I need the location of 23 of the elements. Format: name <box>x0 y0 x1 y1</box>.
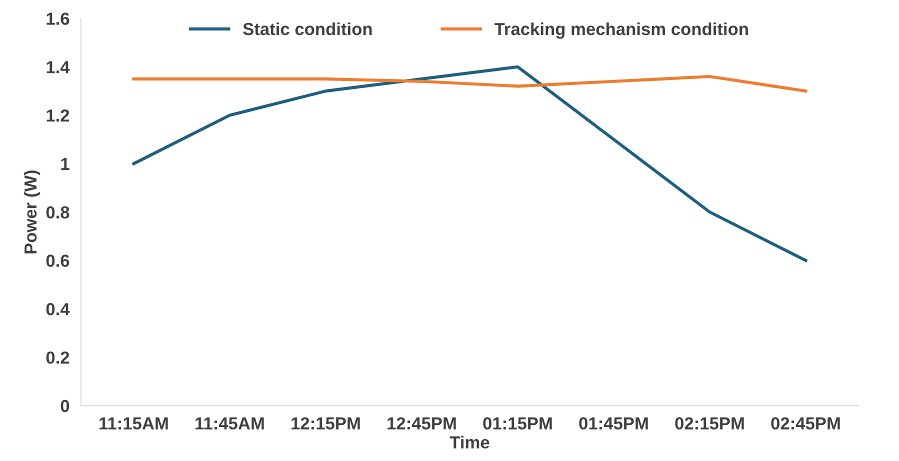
x-tick-label: 02:45PM <box>771 417 840 430</box>
legend-label: Tracking mechanism condition <box>494 22 748 39</box>
line-series <box>132 74 808 93</box>
y-axis-title: Power (W) <box>24 170 40 254</box>
y-tick-label: 0.8 <box>46 206 70 219</box>
y-tick-label: 1 <box>61 158 70 170</box>
x-tick-label: 01:45PM <box>579 417 648 430</box>
y-tick-label: 0 <box>60 400 70 412</box>
y-tick-label: 1.2 <box>46 109 70 122</box>
y-tick-label: 0.2 <box>46 351 70 364</box>
y-tick-label: 1.6 <box>46 12 70 25</box>
x-tick-label: 12:45PM <box>388 417 456 430</box>
legend-label: Static condition <box>243 22 372 36</box>
x-tick-label: 11:15AM <box>100 417 168 430</box>
x-axis-title: Time <box>450 436 490 449</box>
y-tick-label: 0.6 <box>46 254 70 267</box>
y-tick-label: 1.4 <box>46 61 70 74</box>
x-tick-label: 01:15PM <box>483 417 552 430</box>
y-tick-label: 0.4 <box>46 303 70 316</box>
x-tick-label: 11:45AM <box>196 417 264 430</box>
x-tick-label: 02:15PM <box>675 417 744 430</box>
x-tick-label: 12:15PM <box>292 417 360 430</box>
line-series <box>132 65 808 262</box>
